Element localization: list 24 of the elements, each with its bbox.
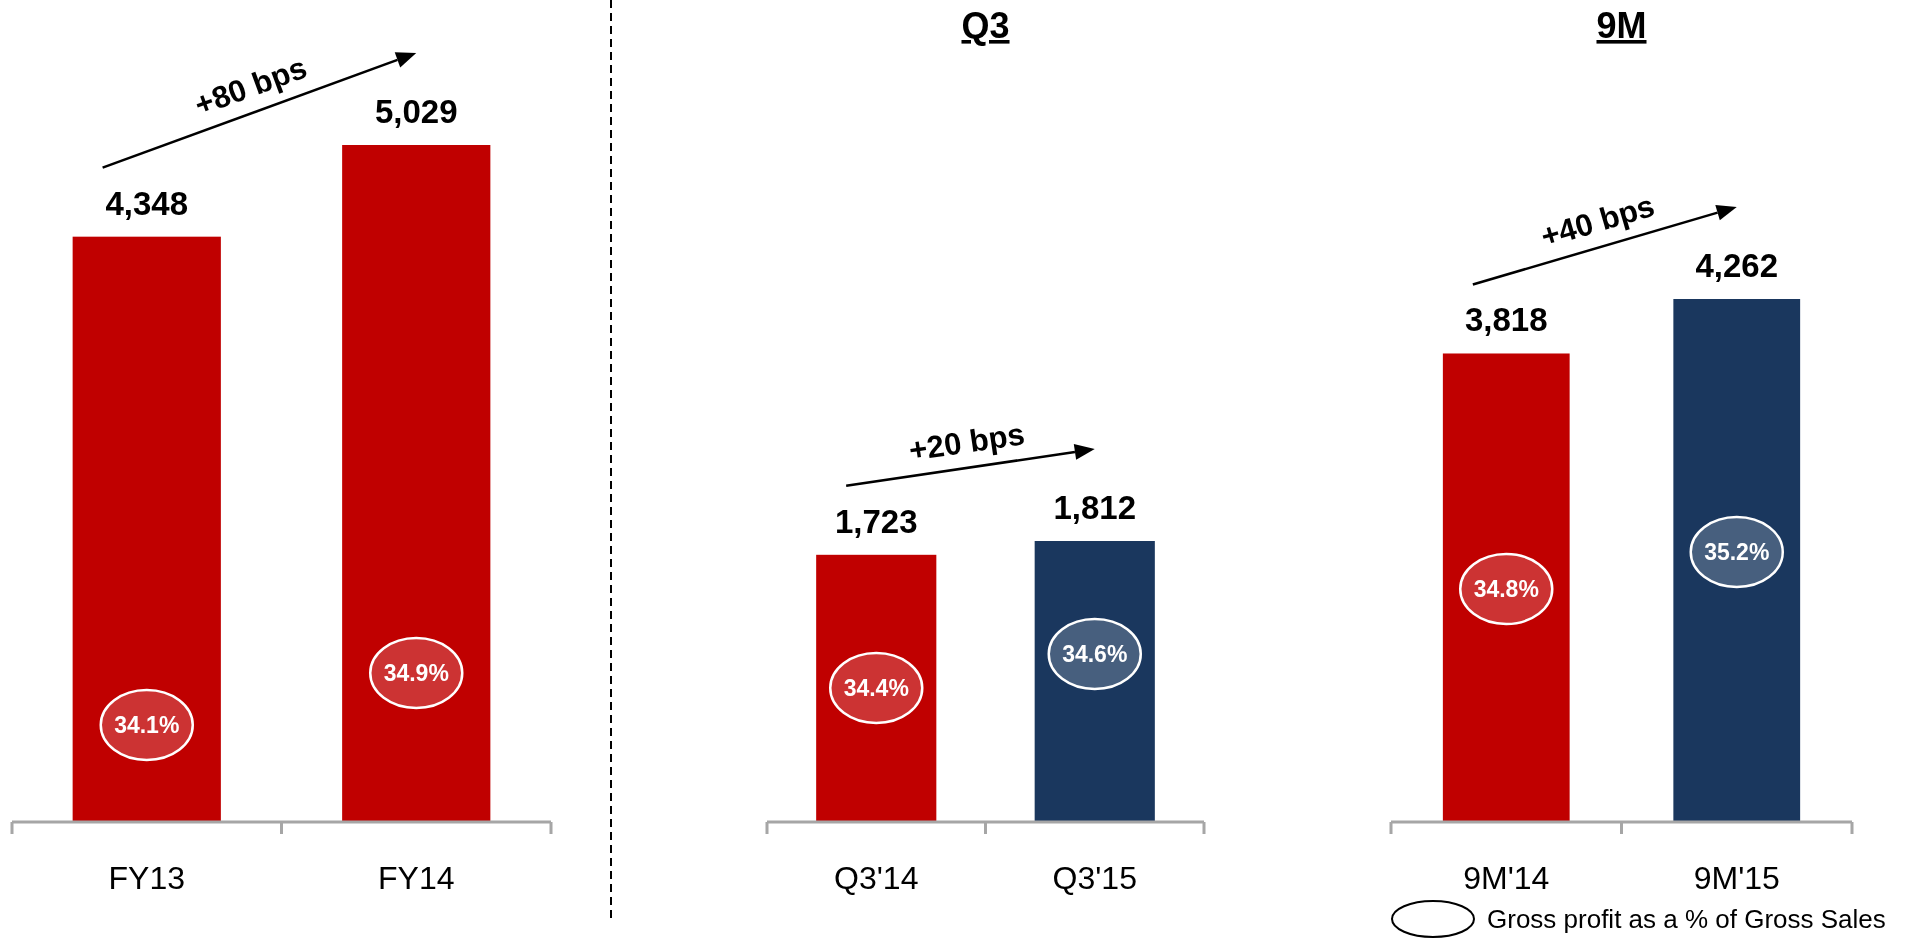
data-label: 3,818 (1464, 301, 1548, 339)
text: +40 bps (1536, 187, 1659, 255)
x-tick-label: FY13 (108, 859, 185, 896)
annotation: 34.9% (383, 660, 449, 686)
chart-title: 9M (1596, 5, 1647, 46)
text: +20 bps (906, 416, 1027, 468)
data-label: 1,723 (834, 502, 918, 540)
annotation: 34.1% (114, 712, 180, 738)
annotation: 34.6% (1062, 641, 1128, 667)
x-tick-label: Q3'15 (1052, 859, 1137, 896)
text: +80 bps (190, 49, 312, 123)
text: Gross profit as a % of Gross Sales (1487, 904, 1886, 934)
annotation: 34.4% (843, 675, 909, 701)
data-label: 1,812 (1053, 489, 1137, 526)
annotation: 34.8% (1473, 576, 1539, 602)
data-label: 5,029 (374, 93, 458, 130)
x-tick-label: 9M'15 (1693, 859, 1780, 896)
x-tick-label: FY14 (378, 859, 455, 896)
chart-title: Q3 (961, 5, 1010, 46)
x-tick-label: 9M'14 (1463, 859, 1550, 896)
data-label: 4,262 (1695, 247, 1779, 284)
annotation: 35.2% (1704, 539, 1770, 565)
data-label: 4,348 (105, 184, 189, 222)
x-tick-label: Q3'14 (834, 859, 919, 896)
